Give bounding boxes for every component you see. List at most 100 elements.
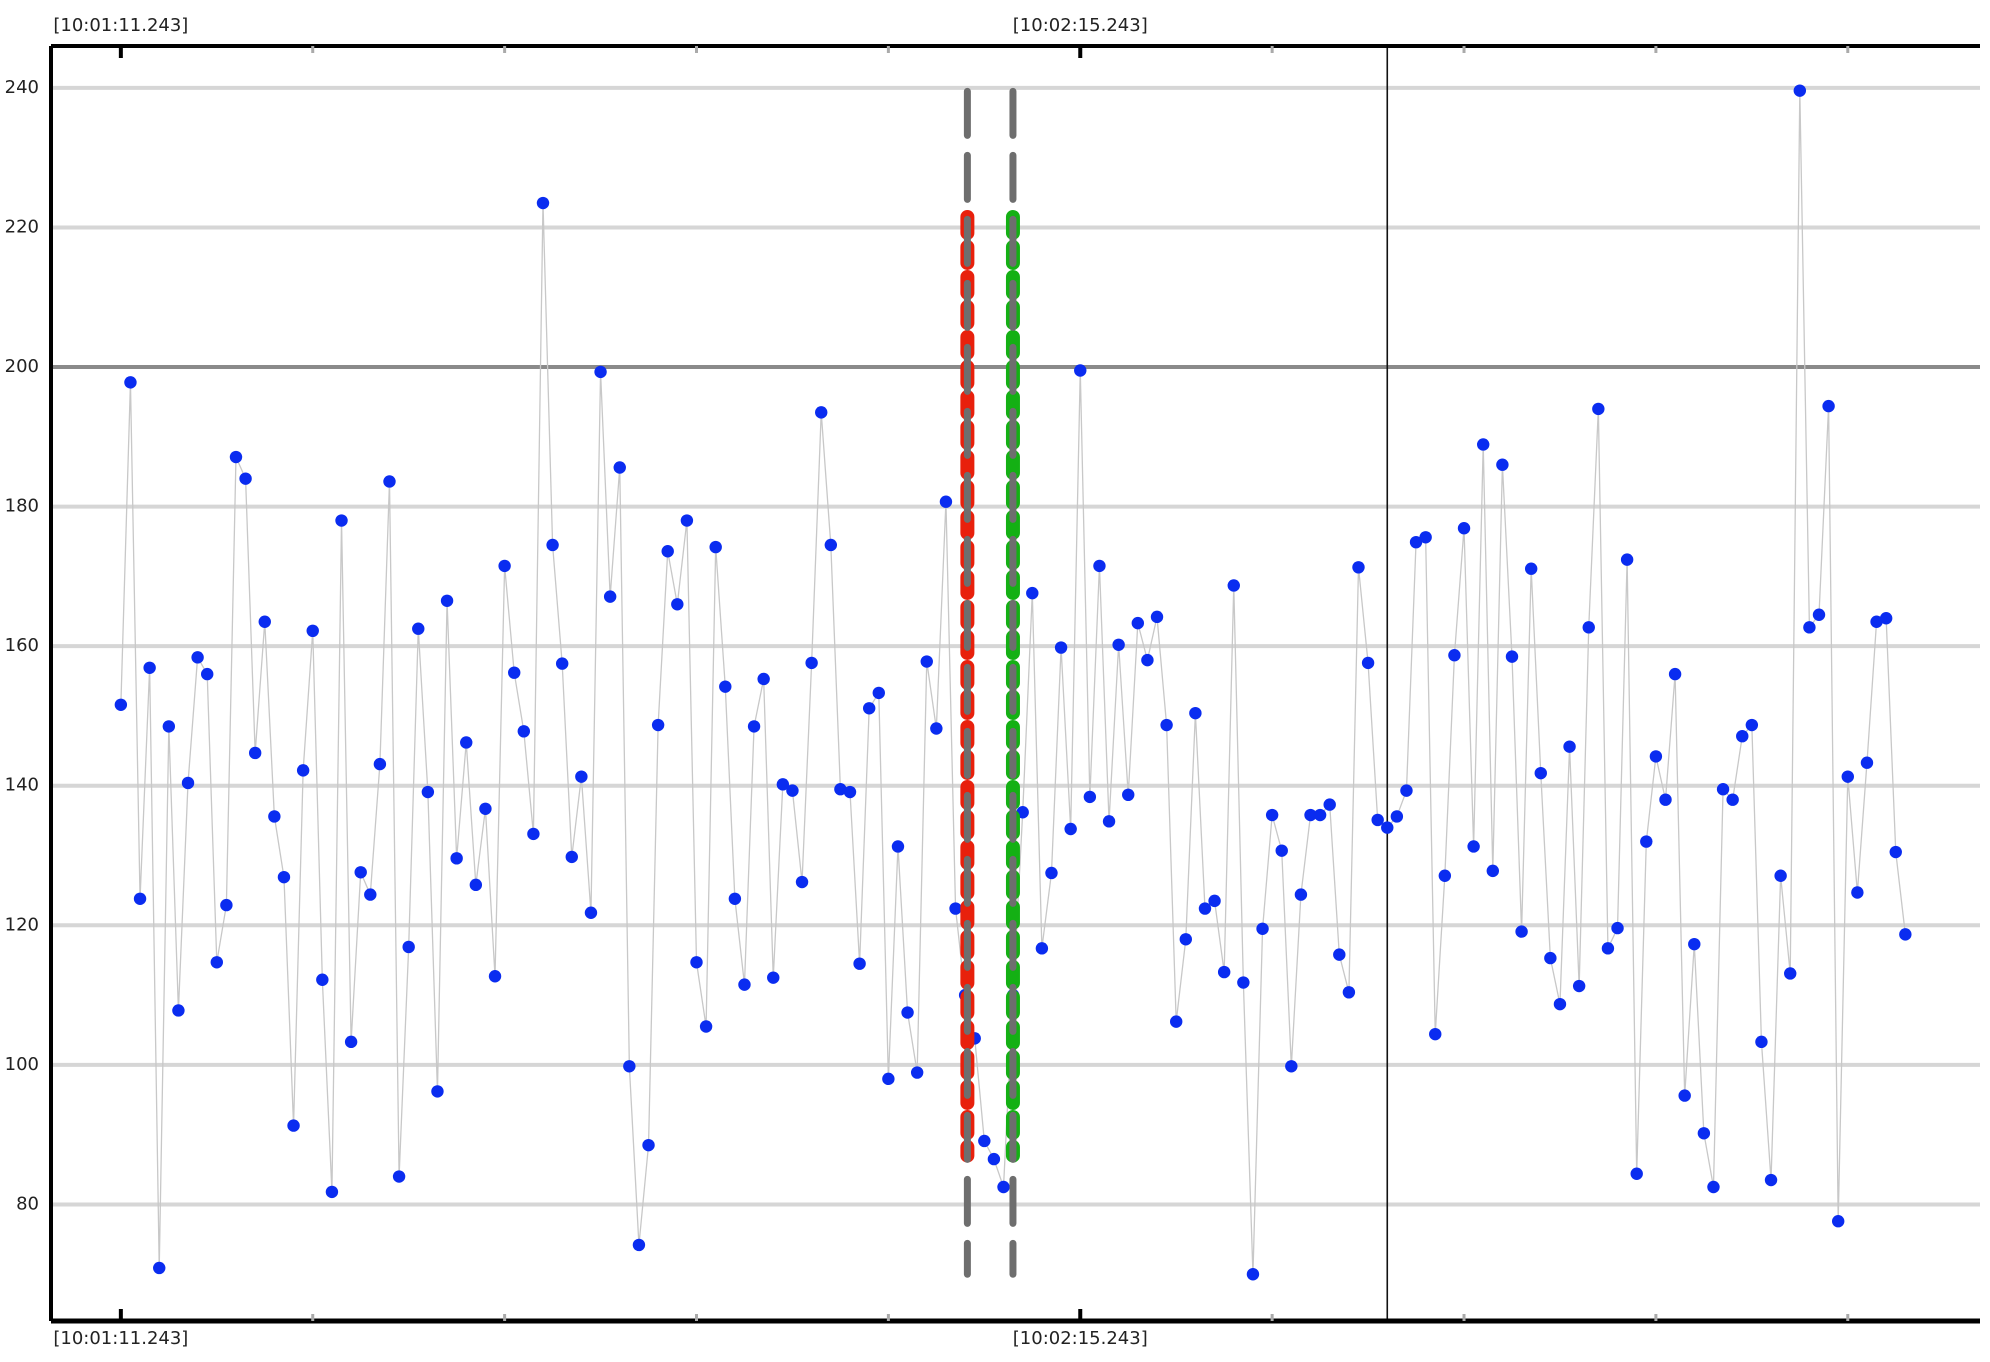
data-point [1716, 783, 1730, 796]
data-point [1045, 866, 1058, 880]
y-tick-label: 180 [5, 496, 39, 517]
data-point [594, 365, 607, 379]
data-point [1419, 531, 1432, 544]
data-point [776, 778, 790, 791]
data-point [1352, 561, 1365, 574]
data-point [1275, 844, 1288, 857]
data-point [1198, 902, 1212, 915]
data-point [709, 540, 722, 554]
data-point [882, 1072, 895, 1086]
data-point [1381, 821, 1394, 834]
data-point [421, 785, 435, 799]
data-point [344, 1035, 358, 1049]
data-point [1371, 813, 1384, 827]
data-point [853, 957, 866, 970]
data-point [997, 1180, 1010, 1194]
data-point [565, 850, 578, 864]
data-point [1505, 650, 1519, 663]
data-point [508, 666, 521, 679]
data-point [584, 906, 598, 919]
data-point [1122, 788, 1135, 802]
data-point [1141, 653, 1154, 667]
x-tick-label: [10:01:11.243] [53, 1328, 188, 1349]
data-point [1361, 656, 1375, 670]
data-point [1688, 937, 1701, 951]
data-point [1438, 869, 1452, 882]
data-point [949, 902, 962, 915]
data-point [690, 956, 703, 969]
data-point [1285, 1060, 1298, 1073]
data-point [651, 718, 665, 732]
data-point [834, 783, 847, 796]
data-point [1707, 1180, 1720, 1194]
data-point [1620, 553, 1634, 566]
data-point [412, 622, 425, 635]
data-point [1112, 638, 1125, 651]
data-point [815, 406, 828, 419]
data-point [555, 657, 569, 670]
data-point [143, 661, 156, 674]
data-point [1870, 615, 1883, 628]
data-point [431, 1085, 444, 1098]
data-point [1313, 808, 1327, 822]
data-point [325, 1185, 339, 1199]
data-point [268, 810, 281, 823]
data-point [1572, 979, 1586, 993]
data-point [402, 940, 415, 954]
data-point [373, 757, 387, 771]
data-point [1668, 667, 1682, 681]
y-tick-label: 200 [5, 356, 39, 377]
data-point [1131, 616, 1145, 630]
data-point [248, 746, 262, 760]
x-tick-label: [10:02:15.243] [1013, 15, 1148, 36]
data-point [1448, 649, 1461, 662]
data-point [1592, 402, 1605, 416]
data-point [1477, 438, 1490, 451]
data-point [1784, 967, 1797, 980]
data-point [1611, 921, 1624, 935]
data-point [1879, 612, 1893, 625]
data-point [181, 776, 195, 790]
data-point [392, 1170, 406, 1183]
data-point [920, 655, 933, 668]
data-point [1524, 562, 1538, 575]
data-point [239, 472, 252, 485]
data-point [1083, 790, 1097, 804]
data-point [843, 785, 857, 799]
data-point [124, 376, 137, 389]
data-point [1803, 621, 1816, 634]
y-tick-label: 160 [5, 635, 39, 656]
data-point [824, 538, 838, 552]
data-point [488, 970, 502, 983]
data-point [872, 686, 885, 700]
data-point [1889, 845, 1902, 859]
data-point [891, 840, 905, 853]
data-point [162, 720, 176, 733]
data-point [1659, 793, 1672, 806]
data-point [1793, 84, 1807, 97]
data-point [1150, 610, 1164, 624]
data-point [296, 764, 310, 777]
data-point [603, 590, 617, 603]
data-point [153, 1261, 166, 1275]
data-point [1246, 1268, 1260, 1281]
data-point [1035, 942, 1049, 955]
data-point [201, 667, 214, 681]
data-point [1822, 399, 1835, 413]
data-point [287, 1119, 300, 1132]
data-point [671, 598, 684, 611]
data-point [1649, 750, 1663, 763]
data-point [546, 538, 559, 552]
data-point [258, 615, 271, 628]
data-point [757, 672, 770, 686]
data-point [354, 866, 367, 879]
data-point [527, 827, 540, 841]
data-point [1342, 986, 1356, 999]
data-point [1563, 740, 1576, 753]
data-point [623, 1060, 636, 1073]
data-point [316, 973, 329, 986]
data-point [575, 770, 588, 783]
data-point [680, 514, 694, 527]
data-point [1860, 756, 1874, 769]
